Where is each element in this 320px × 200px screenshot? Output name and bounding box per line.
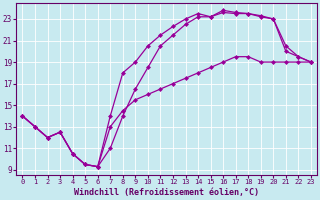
X-axis label: Windchill (Refroidissement éolien,°C): Windchill (Refroidissement éolien,°C) [74, 188, 259, 197]
